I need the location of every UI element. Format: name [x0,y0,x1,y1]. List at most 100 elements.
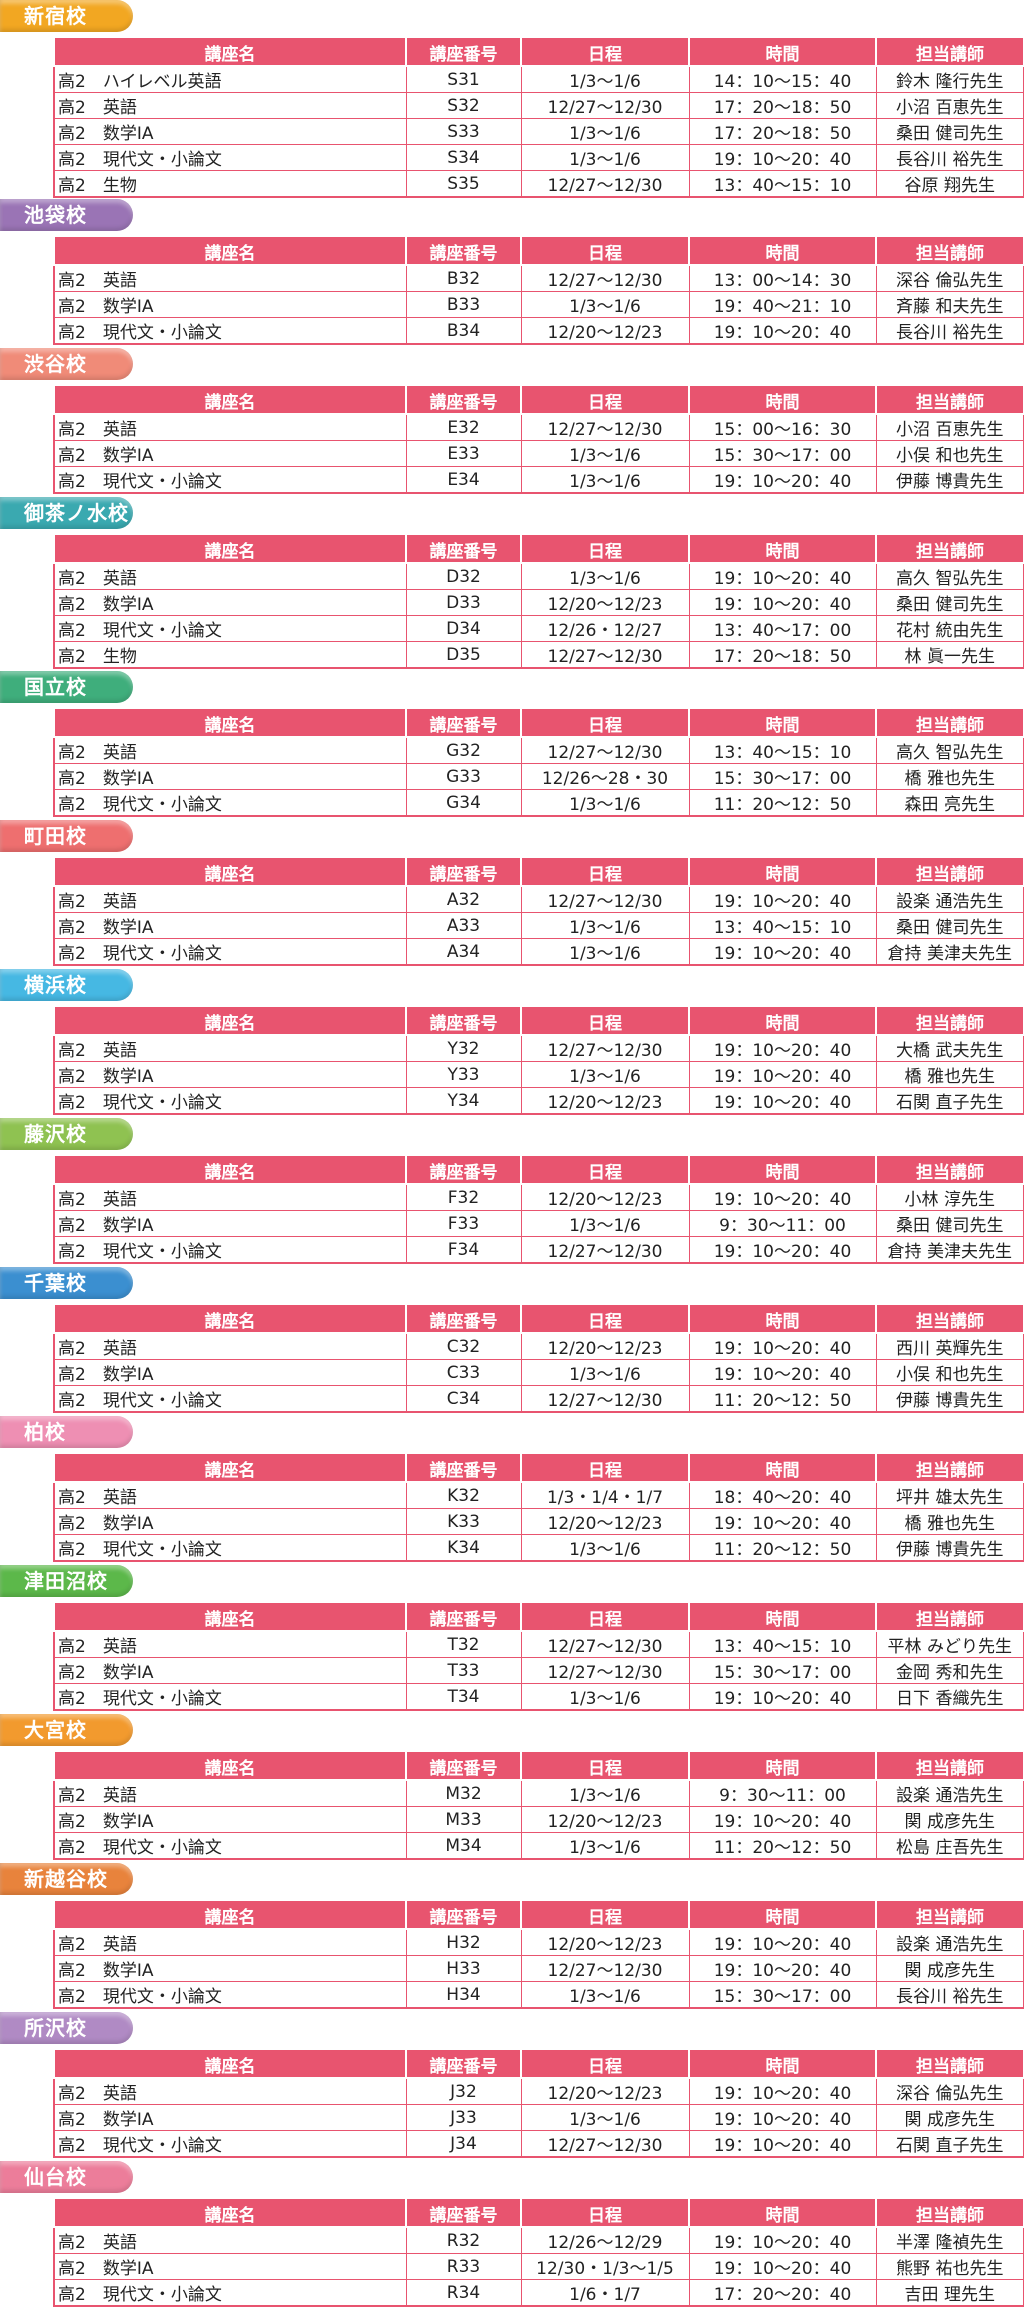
column-header: 時間 [688,536,877,564]
table-header-row: 講座名 講座番号 日程 時間 担当講師 [53,2051,1024,2079]
schedule-cell: 1/3〜1/6 [520,2104,690,2131]
column-header: 講座名 [53,238,407,266]
course-name-cell: 高2 現代文・小論文 [53,1832,407,1860]
schedule-cell: 12/20〜12/23 [520,1928,690,1956]
time-cell: 19：10〜20：40 [688,1332,877,1360]
instructor-cell: 桑田 健司先生 [875,589,1024,616]
column-header: 時間 [688,1008,877,1036]
instructor-cell: 林 眞一先生 [875,641,1024,669]
schedule-cell: 1/3〜1/6 [520,1534,690,1562]
column-header: 担当講師 [875,1902,1024,1930]
column-header: 日程 [520,1008,690,1036]
table-row: 高2 数学ⅠA F33 1/3〜1/6 9：30〜11：00 桑田 健司先生 [53,1210,1024,1237]
table-row: 高2 数学ⅠA B33 1/3〜1/6 19：40〜21：10 斉藤 和夫先生 [53,291,1024,318]
time-cell: 15：30〜17：00 [688,1657,877,1684]
table-row: 高2 数学ⅠA H33 12/27〜12/30 19：10〜20：40 関 成彦先生 [53,1955,1024,1982]
instructor-cell: 松島 庄吾先生 [875,1832,1024,1860]
column-header: 時間 [688,1157,877,1185]
instructor-cell: 伊藤 博貴先生 [875,1385,1024,1413]
table-row: 高2 英語 F32 12/20〜12/23 19：10〜20：40 小林 淳先生 [53,1183,1024,1211]
course-name-cell: 高2 生物 [53,170,407,198]
schedule-cell: 12/20〜12/23 [520,1183,690,1211]
schedule-cell: 1/3〜1/6 [520,1832,690,1860]
time-cell: 15：30〜17：00 [688,763,877,790]
course-code-cell: R33 [405,2253,522,2280]
school-section: 池袋校 講座名 講座番号 日程 時間 担当講師 高2 英語 B32 12/27〜12/30 13：… [0,199,1024,345]
course-table: 講座名 講座番号 日程 時間 担当講師 高2 英語 B32 12/27〜12/30 13：00〜… [53,237,1024,345]
course-table: 講座名 講座番号 日程 時間 担当講師 高2 英語 J32 12/20〜12/23 19：10〜… [53,2050,1024,2158]
course-name-cell: 高2 英語 [53,92,407,119]
course-code-cell: S31 [405,65,522,93]
column-header: 講座名 [53,1902,407,1930]
column-header: 講座名 [53,1008,407,1036]
column-header: 講座名 [53,1306,407,1334]
time-cell: 17：20〜18：50 [688,92,877,119]
course-code-cell: F32 [405,1183,522,1211]
schedule-cell: 1/3〜1/6 [520,1683,690,1711]
table-row: 高2 現代文・小論文 J34 12/27〜12/30 19：10〜20：40 石関 直子… [53,2130,1024,2158]
course-name-cell: 高2 数学ⅠA [53,589,407,616]
schedule-cell: 1/3〜1/6 [520,1981,690,2009]
course-code-cell: F34 [405,1236,522,1264]
column-header: 日程 [520,39,690,67]
schedule-cell: 12/20〜12/23 [520,1508,690,1535]
column-header: 講座番号 [405,238,522,266]
course-table: 講座名 講座番号 日程 時間 担当講師 高2 英語 H32 12/20〜12/23 19：10〜… [53,1901,1024,2009]
instructor-cell: 高久 智弘先生 [875,736,1024,764]
table-row: 高2 英語 G32 12/27〜12/30 13：40〜15：10 高久 智弘先生 [53,736,1024,764]
instructor-cell: 関 成彦先生 [875,1806,1024,1833]
instructor-cell: 長谷川 裕先生 [875,144,1024,171]
schedule-cell: 1/3〜1/6 [520,1779,690,1807]
table-header-row: 講座名 講座番号 日程 時間 担当講師 [53,2200,1024,2228]
time-cell: 19：10〜20：40 [688,589,877,616]
column-header: 講座名 [53,1604,407,1632]
schedule-cell: 1/3〜1/6 [520,1210,690,1237]
time-cell: 13：40〜15：10 [688,170,877,198]
instructor-cell: 深谷 倫弘先生 [875,2077,1024,2105]
time-cell: 19：10〜20：40 [688,2226,877,2254]
school-tag: 新越谷校 [0,1863,133,1895]
table-header-row: 講座名 講座番号 日程 時間 担当講師 [53,1753,1024,1781]
column-header: 担当講師 [875,710,1024,738]
schedule-cell: 12/27〜12/30 [520,1236,690,1264]
time-cell: 19：10〜20：40 [688,2253,877,2280]
table-row: 高2 現代文・小論文 T34 1/3〜1/6 19：10〜20：40 日下 香織先生 [53,1683,1024,1711]
column-header: 講座番号 [405,1604,522,1632]
column-header: 講座名 [53,1753,407,1781]
instructor-cell: 小林 淳先生 [875,1183,1024,1211]
time-cell: 13：40〜15：10 [688,736,877,764]
instructor-cell: 坪井 雄太先生 [875,1481,1024,1509]
time-cell: 13：40〜15：10 [688,912,877,939]
instructor-cell: 長谷川 裕先生 [875,1981,1024,2009]
table-row: 高2 英語 T32 12/27〜12/30 13：40〜15：10 平林 みどり先生 [53,1630,1024,1658]
table-header-row: 講座名 講座番号 日程 時間 担当講師 [53,1455,1024,1483]
school-tag: 渋谷校 [0,348,133,380]
course-code-cell: J33 [405,2104,522,2131]
course-name-cell: 高2 英語 [53,885,407,913]
schedule-cell: 12/27〜12/30 [520,1385,690,1413]
table-row: 高2 数学ⅠA J33 1/3〜1/6 19：10〜20：40 関 成彦先生 [53,2104,1024,2131]
course-name-cell: 高2 数学ⅠA [53,291,407,318]
column-header: 日程 [520,1604,690,1632]
schedule-cell: 1/3〜1/6 [520,789,690,817]
time-cell: 9：30〜11：00 [688,1779,877,1807]
column-header: 講座番号 [405,2051,522,2079]
school-section: 御茶ノ水校 講座名 講座番号 日程 時間 担当講師 高2 英語 D32 1/3〜1/6 19：10… [0,497,1024,669]
schedule-cell: 1/6・1/7 [520,2279,690,2307]
time-cell: 19：10〜20：40 [688,1183,877,1211]
course-name-cell: 高2 数学ⅠA [53,1359,407,1386]
schedule-cell: 12/20〜12/23 [520,317,690,345]
schedule-cell: 12/27〜12/30 [520,1657,690,1684]
course-code-cell: S34 [405,144,522,171]
course-code-cell: E34 [405,466,522,494]
school-section: 所沢校 講座名 講座番号 日程 時間 担当講師 高2 英語 J32 12/20〜12/23 19：… [0,2012,1024,2158]
course-name-cell: 高2 現代文・小論文 [53,938,407,966]
course-code-cell: E32 [405,413,522,441]
table-header-row: 講座名 講座番号 日程 時間 担当講師 [53,387,1024,415]
school-section: 仙台校 講座名 講座番号 日程 時間 担当講師 高2 英語 R32 12/26〜12/29 19：… [0,2161,1024,2307]
instructor-cell: 倉持 美津夫先生 [875,1236,1024,1264]
course-table: 講座名 講座番号 日程 時間 担当講師 高2 英語 E32 12/27〜12/30 15：00〜… [53,386,1024,494]
column-header: 時間 [688,39,877,67]
course-code-cell: Y34 [405,1087,522,1115]
school-tag: 御茶ノ水校 [0,497,133,529]
